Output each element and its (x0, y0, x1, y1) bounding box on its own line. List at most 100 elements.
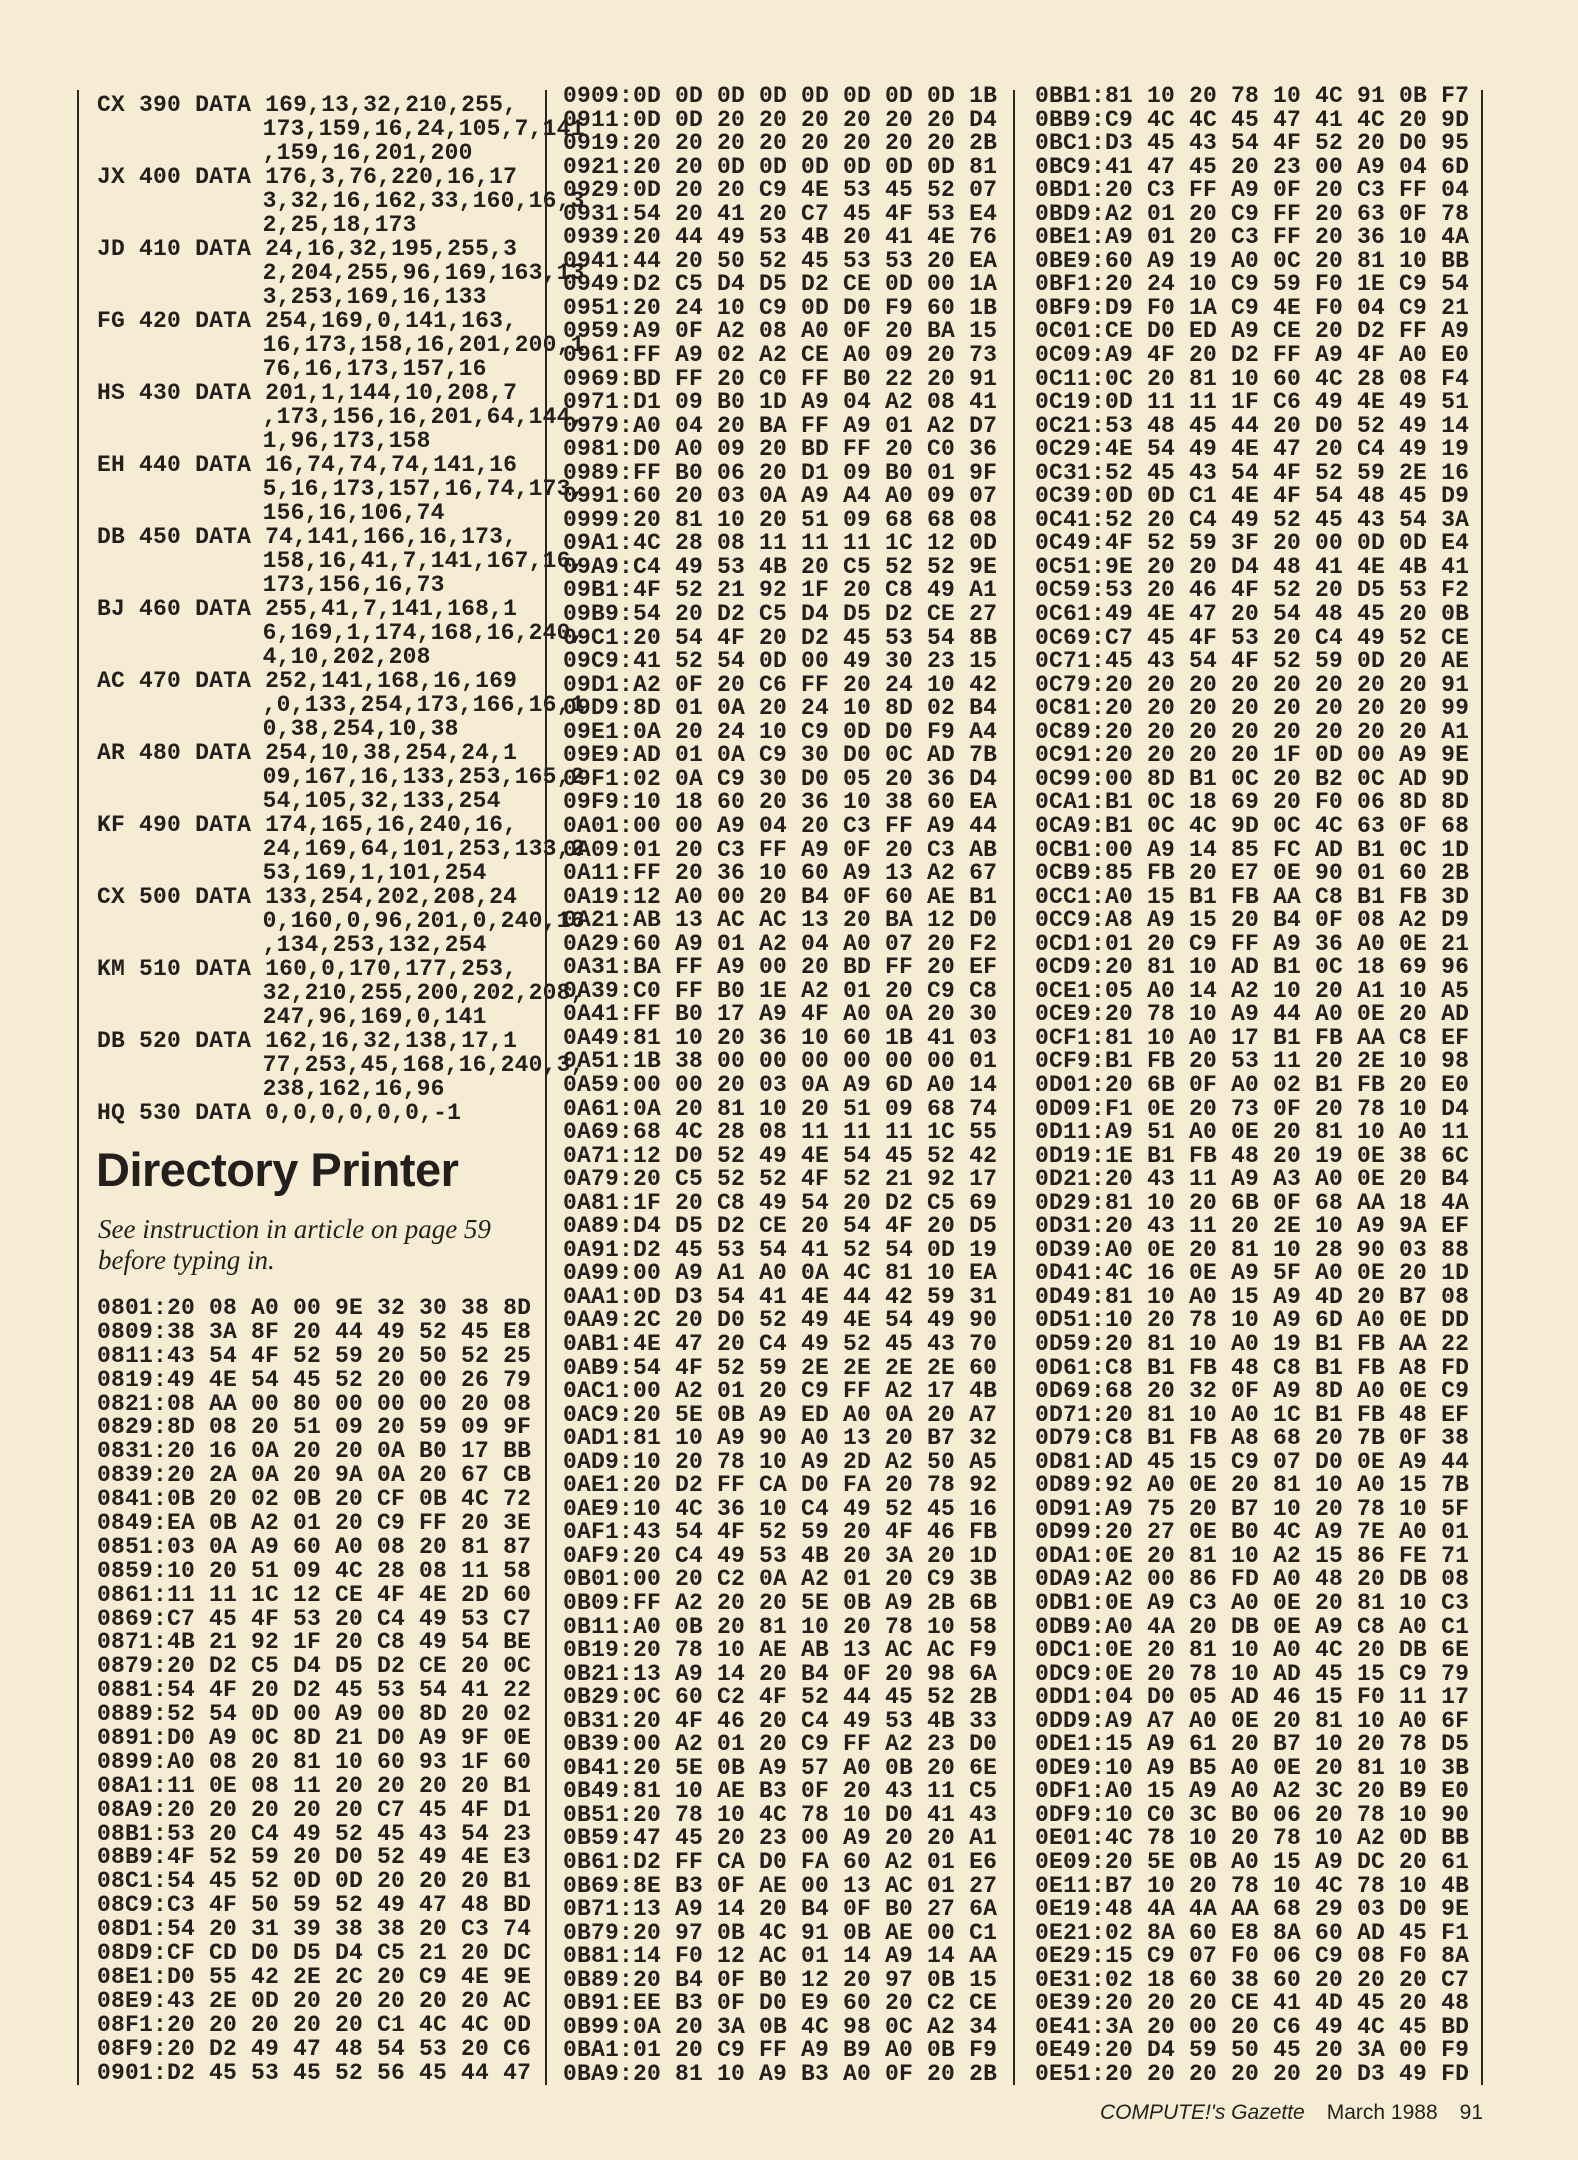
hex-line: 0CE1:05 A0 14 A2 10 20 A1 10 A5 (1035, 977, 1470, 1004)
hex-line: 0D49:81 10 A0 15 A9 4D 20 B7 08 (1035, 1283, 1470, 1310)
hex-line: 0A19:12 A0 00 20 B4 0F 60 AE B1 (563, 883, 998, 910)
hex-line: 0871:4B 21 92 1F 20 C8 49 54 BE (97, 1629, 532, 1656)
data-values: 1,96,173,158 (262, 428, 431, 454)
checksum: BJ (97, 596, 126, 622)
data-values: 2,204,255,96,169,163,13 (262, 260, 585, 286)
basic-line: 173,159,16,24,105,7,141 (97, 117, 585, 141)
hex-line: 0DD1:04 D0 05 AD 46 15 F0 11 17 (1035, 1684, 1470, 1711)
hex-line: 0821:08 AA 00 80 00 00 00 20 08 (97, 1390, 532, 1417)
line-number: 440 (139, 452, 182, 478)
hex-line: 0BB9:C9 4C 4C 45 47 41 4C 20 9D (1035, 106, 1470, 133)
hex-line: 0DE1:15 A9 61 20 B7 10 20 78 D5 (1035, 1731, 1470, 1758)
hex-line: 0969:BD FF 20 C0 FF B0 22 20 91 (563, 365, 998, 392)
hex-line: 0AD9:10 20 78 10 A9 2D A2 50 A5 (563, 1448, 998, 1475)
basic-line: 76,16,173,157,16 (97, 357, 585, 381)
hex-line: 0881:54 4F 20 D2 45 53 54 41 22 (97, 1677, 532, 1704)
hex-line: 0CC9:A8 A9 15 20 B4 0F 08 A2 D9 (1035, 907, 1470, 934)
data-values: 173,159,16,24,105,7,141 (262, 116, 585, 142)
hex-line: 09B1:4F 52 21 92 1F 20 C8 49 A1 (563, 577, 998, 604)
hex-line: 0C69:C7 45 4F 53 20 C4 49 52 CE (1035, 624, 1470, 651)
line-number: 520 (139, 1028, 182, 1054)
hex-line: 0C11:0C 20 81 10 60 4C 28 08 F4 (1035, 365, 1470, 392)
checksum: HQ (97, 1100, 126, 1126)
hex-line: 0DF9:10 C0 3C B0 06 20 78 10 90 (1035, 1801, 1470, 1828)
data-values: 173,156,16,73 (262, 572, 445, 598)
hex-line: 0A81:1F 20 C8 49 54 20 D2 C5 69 (563, 1189, 998, 1216)
hex-line: 0931:54 20 41 20 C7 45 4F 53 E4 (563, 200, 998, 227)
keyword: DATA (195, 524, 252, 550)
hex-line: 0DE9:10 A9 B5 A0 0E 20 81 10 3B (1035, 1754, 1470, 1781)
basic-line: FG 420 DATA 254,169,0,141,163, (97, 309, 585, 333)
hex-line: 0E11:B7 10 20 78 10 4C 78 10 4B (1035, 1872, 1470, 1899)
basic-line: 09,167,16,133,253,165,2 (97, 765, 585, 789)
basic-line: 156,16,106,74 (97, 501, 585, 525)
hex-line: 08A1:11 0E 08 11 20 20 20 20 B1 (97, 1772, 532, 1799)
data-values: 74,141,166,16,173, (265, 524, 518, 550)
hex-line: 0E49:20 D4 59 50 45 20 3A 00 F9 (1035, 2037, 1470, 2064)
data-values: 254,10,38,254,24,1 (265, 740, 518, 766)
hex-listing-column-3: 0BB1:81 10 20 78 10 4C 91 0B F7 0BB9:C9 4… (1035, 84, 1470, 2086)
hex-line: 08E1:D0 55 42 2E 2C 20 C9 4E 9E (97, 1963, 532, 1990)
hex-line: 0D29:81 10 20 6B 0F 68 AA 18 4A (1035, 1189, 1470, 1216)
data-values: 5,16,173,157,16,74,173, (262, 476, 585, 502)
hex-line: 0851:03 0A A9 60 A0 08 20 81 87 (97, 1533, 532, 1560)
keyword: DATA (195, 308, 252, 334)
hex-line: 0D61:C8 B1 FB 48 C8 B1 FB A8 FD (1035, 1354, 1470, 1381)
hex-line: 0829:8D 08 20 51 09 20 59 09 9F (97, 1414, 532, 1441)
data-values: 0,0,0,0,0,0,-1 (265, 1100, 462, 1126)
basic-line: 3,253,169,16,133 (97, 285, 585, 309)
hex-line: 0DC9:0E 20 78 10 AD 45 15 C9 79 (1035, 1660, 1470, 1687)
hex-line: 09A9:C4 49 53 4B 20 C5 52 52 9E (563, 553, 998, 580)
basic-line: CX 390 DATA 169,13,32,210,255, (97, 93, 585, 117)
checksum: FG (97, 308, 126, 334)
checksum: CX (97, 884, 126, 910)
basic-line: HS 430 DATA 201,1,144,10,208,7 (97, 381, 585, 405)
data-values: 32,210,255,200,202,208, (262, 980, 585, 1006)
article-title: Directory Printer (96, 1143, 459, 1196)
page-footer: COMPUTE!'s Gazette March 1988 91 (1100, 2101, 1483, 2125)
hex-line: 0A11:FF 20 36 10 60 A9 13 A2 67 (563, 860, 998, 887)
hex-line: 0AD1:81 10 A9 90 A0 13 20 B7 32 (563, 1425, 998, 1452)
hex-line: 0971:D1 09 B0 1D A9 04 A2 08 41 (563, 389, 998, 416)
hex-line: 0E19:48 4A 4A AA 68 29 03 D0 9E (1035, 1896, 1470, 1923)
hex-line: 0D89:92 A0 0E 20 81 10 A0 15 7B (1035, 1472, 1470, 1499)
basic-line: 32,210,255,200,202,208, (97, 981, 585, 1005)
hex-line: 09D1:A2 0F 20 C6 FF 20 24 10 42 (563, 671, 998, 698)
hex-line: 0889:52 54 0D 00 A9 00 8D 20 02 (97, 1701, 532, 1728)
hex-line: 0D81:AD 45 15 C9 07 D0 0E A9 44 (1035, 1448, 1470, 1475)
hex-line: 0AF9:20 C4 49 53 4B 20 3A 20 1D (563, 1542, 998, 1569)
hex-line: 0E01:4C 78 10 20 78 10 A2 0D BB (1035, 1825, 1470, 1852)
basic-line: EH 440 DATA 16,74,74,74,141,16 (97, 453, 585, 477)
keyword: DATA (195, 956, 252, 982)
hex-line: 0C61:49 4E 47 20 54 48 45 20 0B (1035, 601, 1470, 628)
hex-line: 08B1:53 20 C4 49 52 45 43 54 23 (97, 1820, 532, 1847)
hex-line: 0DA1:0E 20 81 10 A2 15 86 FE 71 (1035, 1542, 1470, 1569)
data-values: 16,173,158,16,201,200,1 (262, 332, 585, 358)
hex-line: 0AE1:20 D2 FF CA D0 FA 20 78 92 (563, 1472, 998, 1499)
hex-line: 0961:FF A9 02 A2 CE A0 09 20 73 (563, 342, 998, 369)
magazine-name: COMPUTE!'s Gazette (1100, 2101, 1305, 2124)
line-number: 490 (139, 812, 182, 838)
hex-line: 0E21:02 8A 60 E8 8A 60 AD 45 F1 (1035, 1919, 1470, 1946)
hex-line: 0C29:4E 54 49 4E 47 20 C4 49 19 (1035, 436, 1470, 463)
basic-line: 4,10,202,208 (97, 645, 585, 669)
hex-line: 0AA1:0D D3 54 41 4E 44 42 59 31 (563, 1283, 998, 1310)
hex-line: 08B9:4F 52 59 20 D0 52 49 4E E3 (97, 1844, 532, 1871)
hex-line: 08C1:54 45 52 0D 0D 20 20 20 B1 (97, 1868, 532, 1895)
basic-line: CX 500 DATA 133,254,202,208,24 (97, 885, 585, 909)
data-values: 176,3,76,220,16,17 (265, 164, 518, 190)
data-values: 09,167,16,133,253,165,2 (262, 764, 585, 790)
line-number: 480 (139, 740, 182, 766)
hex-line: 0CE9:20 78 10 A9 44 A0 0E 20 AD (1035, 1001, 1470, 1028)
hex-line: 0E39:20 20 20 CE 41 4D 45 20 48 (1035, 1990, 1470, 2017)
hex-line: 0849:EA 0B A2 01 20 C9 FF 20 3E (97, 1510, 532, 1537)
basic-line: 0,160,0,96,201,0,240,16 (97, 909, 585, 933)
hex-line: 0879:20 D2 C5 D4 D5 D2 CE 20 0C (97, 1653, 532, 1680)
hex-line: 0A71:12 D0 52 49 4E 54 45 52 42 (563, 1142, 998, 1169)
hex-line: 0D11:A9 51 A0 0E 20 81 10 A0 11 (1035, 1119, 1470, 1146)
hex-line: 0B29:0C 60 C2 4F 52 44 45 52 2B (563, 1684, 998, 1711)
hex-line: 0E09:20 5E 0B A0 15 A9 DC 20 61 (1035, 1849, 1470, 1876)
basic-data-listing: CX 390 DATA 169,13,32,210,255, 173,159,16… (97, 93, 585, 1125)
hex-line: 0D21:20 43 11 A9 A3 A0 0E 20 B4 (1035, 1166, 1470, 1193)
hex-listing-column-2: 0909:0D 0D 0D 0D 0D 0D 0D 0D 1B 0911:0D 0… (563, 84, 998, 2086)
